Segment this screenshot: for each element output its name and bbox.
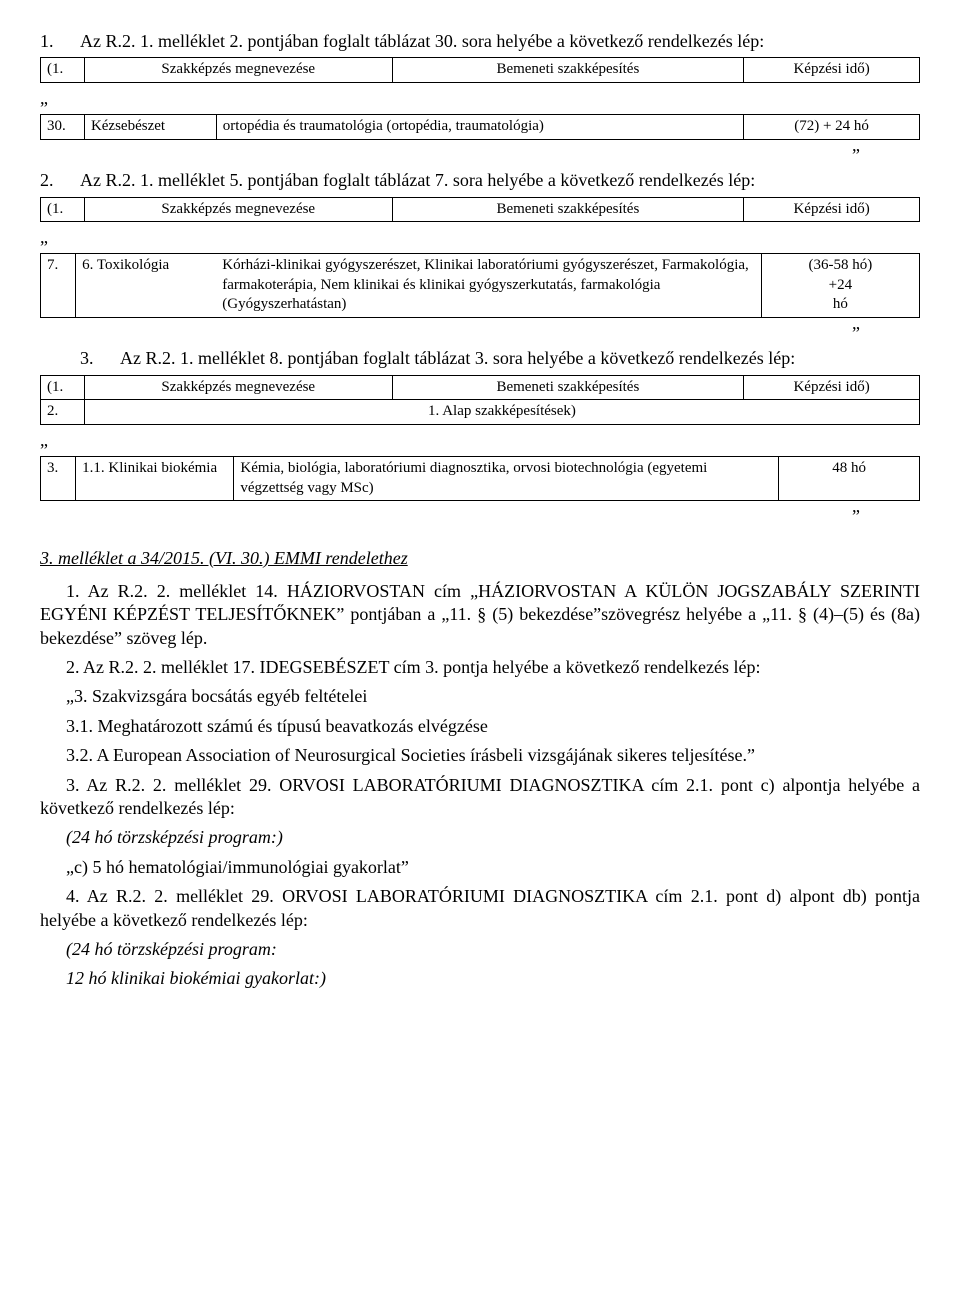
cell: ortopédia és traumatológia (ortopédia, t… [216,115,743,140]
cell: 1.1. Klinikai biokémia [76,457,234,501]
paragraph: 4. Az R.2. 2. melléklet 29. ORVOSI LABOR… [40,885,920,932]
section-3-num: 3. [80,347,120,370]
paragraph-italic: (24 hó törzsképzési program:) [40,826,920,849]
section-3-data-table: 3. 1.1. Klinikai biokémia Kémia, biológi… [40,456,920,501]
cell: Szakképzés megnevezése [84,375,392,400]
close-quote: ” [40,505,920,528]
section-1-header-table: (1. Szakképzés megnevezése Bemeneti szak… [40,57,920,83]
section-2-data-table: 7. 6. Toxikológia Kórházi-klinikai gyógy… [40,253,920,318]
cell: (1. [41,197,85,222]
section-1-num: 1. [40,30,80,53]
section-title: 3. melléklet a 34/2015. (VI. 30.) EMMI r… [40,547,920,570]
cell: Kézsebészet [84,115,216,140]
cell: 30. [41,115,85,140]
cell-line: (36-58 hó) [809,257,873,273]
paragraph: 2. Az R.2. 2. melléklet 17. IDEGSEBÉSZET… [40,656,920,679]
cell: Bemeneti szakképesítés [392,375,744,400]
section-1-heading: 1. Az R.2. 1. melléklet 2. pontjában fog… [40,30,920,53]
section-3-header-table: (1. Szakképzés megnevezése Bemeneti szak… [40,375,920,425]
table-row: 3. 1.1. Klinikai biokémia Kémia, biológi… [41,457,920,501]
cell: 1. Alap szakképesítések) [84,400,919,425]
paragraph: „c) 5 hó hematológiai/immunológiai gyako… [40,856,920,879]
cell: (1. [41,58,85,83]
paragraph: 3. Az R.2. 2. melléklet 29. ORVOSI LABOR… [40,774,920,821]
table-row: 30. Kézsebészet ortopédia és traumatológ… [41,115,920,140]
cell: 6. Toxikológia [76,254,217,318]
table-row: (1. Szakképzés megnevezése Bemeneti szak… [41,58,920,83]
section-2-text: Az R.2. 1. melléklet 5. pontjában foglal… [80,169,920,192]
cell: 2. [41,400,85,425]
cell: (1. [41,375,85,400]
section-1-data-table: 30. Kézsebészet ortopédia és traumatológ… [40,114,920,140]
paragraph: 1. Az R.2. 2. melléklet 14. HÁZIORVOSTAN… [40,580,920,650]
cell: Bemeneti szakképesítés [392,197,744,222]
cell-line: hó [833,296,848,312]
paragraph: 3.1. Meghatározott számú és típusú beava… [40,715,920,738]
section-3-text: Az R.2. 1. melléklet 8. pontjában foglal… [120,347,920,370]
open-quote: „ [40,226,920,249]
cell: Képzési idő) [744,58,920,83]
table-row: 7. 6. Toxikológia Kórházi-klinikai gyógy… [41,254,920,318]
cell: Képzési idő) [744,197,920,222]
open-quote: „ [40,87,920,110]
cell: Kórházi-klinikai gyógyszerészet, Klinika… [216,254,761,318]
cell-line: +24 [829,277,852,293]
table-row: (1. Szakképzés megnevezése Bemeneti szak… [41,375,920,400]
cell: 7. [41,254,76,318]
cell: Bemeneti szakképesítés [392,58,744,83]
table-row: (1. Szakképzés megnevezése Bemeneti szak… [41,197,920,222]
section-2-num: 2. [40,169,80,192]
open-quote: „ [40,429,920,452]
close-quote: ” [40,144,920,167]
cell: 48 hó [779,457,920,501]
cell: Szakképzés megnevezése [84,58,392,83]
cell: (36-58 hó) +24 hó [761,254,919,318]
paragraph-italic: 12 hó klinikai biokémiai gyakorlat:) [40,967,920,990]
cell: 3. [41,457,76,501]
section-2-header-table: (1. Szakképzés megnevezése Bemeneti szak… [40,197,920,223]
paragraph: 3.2. A European Association of Neurosurg… [40,744,920,767]
cell: Képzési idő) [744,375,920,400]
table-row: 2. 1. Alap szakképesítések) [41,400,920,425]
paragraph-italic: (24 hó törzsképzési program: [40,938,920,961]
section-3-heading: 3. Az R.2. 1. melléklet 8. pontjában fog… [40,347,920,370]
cell: Szakképzés megnevezése [84,197,392,222]
section-1-text: Az R.2. 1. melléklet 2. pontjában foglal… [80,30,920,53]
cell: (72) + 24 hó [744,115,920,140]
section-2-heading: 2. Az R.2. 1. melléklet 5. pontjában fog… [40,169,920,192]
close-quote: ” [40,322,920,345]
paragraph: „3. Szakvizsgára bocsátás egyéb feltétel… [40,685,920,708]
cell: Kémia, biológia, laboratóriumi diagnoszt… [234,457,779,501]
